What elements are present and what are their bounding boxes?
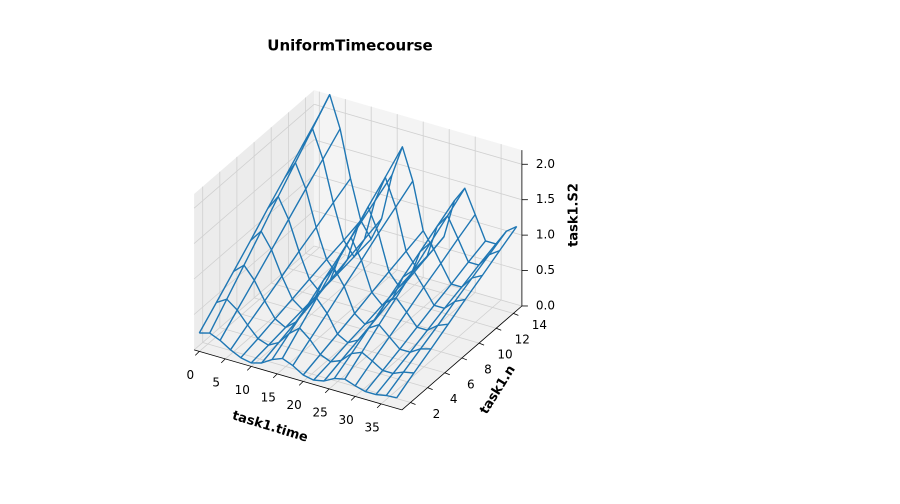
z-axis-label: task1.S2: [567, 183, 582, 247]
y-tick: [478, 342, 485, 346]
y-grid-line: [253, 142, 463, 359]
y-tick-label: 10: [497, 348, 512, 362]
x-tick: [298, 381, 304, 386]
wire-row: [318, 93, 517, 251]
x-tick: [324, 388, 330, 394]
wire-column: [271, 174, 393, 360]
wire-row: [199, 332, 397, 399]
z-tick-label: 1.5: [536, 192, 555, 206]
wire-column: [333, 200, 455, 379]
wire-row: [233, 264, 432, 353]
z-tick-label: 0.5: [536, 263, 555, 277]
x-tick-label: 35: [364, 420, 379, 434]
y-tick-label: 2: [433, 407, 441, 421]
y-grid-line: [202, 186, 411, 403]
x-tick: [376, 403, 382, 409]
y-tick: [444, 372, 450, 376]
wire-row: [284, 161, 483, 288]
x-tick-label: 5: [212, 375, 220, 389]
chart-title: UniformTimecourse: [267, 37, 432, 55]
y-tick: [496, 327, 502, 331]
z-tick-label: 2.0: [536, 157, 555, 171]
wire-column: [344, 187, 466, 380]
wire-column: [396, 226, 518, 399]
y-tick-label: 14: [532, 318, 547, 332]
wire-column: [385, 230, 507, 396]
wire-row: [250, 230, 449, 331]
x-tick: [194, 351, 200, 356]
z-tick-label: 1.0: [536, 228, 555, 242]
x-axis-line: [193, 349, 403, 411]
wire-column: [281, 146, 404, 359]
wire-row: [216, 298, 414, 375]
x-tick-label: 10: [235, 383, 250, 397]
y-tick: [427, 387, 433, 391]
x-tick-label: 20: [287, 398, 302, 412]
x-tick-label: 30: [339, 413, 354, 427]
y-tick-label: 6: [467, 377, 475, 391]
x-tick: [350, 396, 356, 401]
wire-column: [250, 238, 372, 364]
x-tick: [272, 373, 278, 379]
y-grid-line: [305, 97, 514, 314]
wire-column: [323, 236, 445, 382]
wire-column: [209, 94, 331, 334]
y-tick-label: 12: [515, 333, 530, 347]
wire-column: [302, 230, 424, 376]
y-tick: [410, 402, 416, 405]
wire-column: [219, 128, 341, 341]
z-tick-label: 0.0: [536, 298, 555, 312]
y-tick: [461, 357, 468, 361]
x-tick: [220, 358, 226, 364]
z-grid-line: [193, 210, 523, 315]
wire-row: [267, 195, 466, 309]
wire-column: [375, 243, 497, 396]
wire-row: [301, 127, 500, 269]
y-tick: [513, 313, 519, 316]
z-grid-line: [193, 103, 523, 209]
wire-column: [261, 218, 383, 364]
x-tick-label: 25: [313, 405, 328, 419]
y-tick-label: 8: [484, 362, 492, 376]
wire-column: [364, 240, 487, 393]
x-axis-label: task1.time: [230, 408, 310, 445]
wire-column: [240, 220, 362, 359]
x-tick: [246, 366, 252, 371]
wire-column: [229, 178, 352, 351]
wire-column: [354, 214, 476, 387]
z-grid-line: [193, 139, 523, 244]
y-tick-label: 4: [450, 392, 458, 406]
wire-column: [292, 180, 414, 366]
x-tick-label: 0: [186, 368, 194, 382]
y-axis-line: [401, 305, 523, 411]
x-tick-label: 15: [261, 390, 276, 404]
wire-column: [198, 114, 320, 334]
